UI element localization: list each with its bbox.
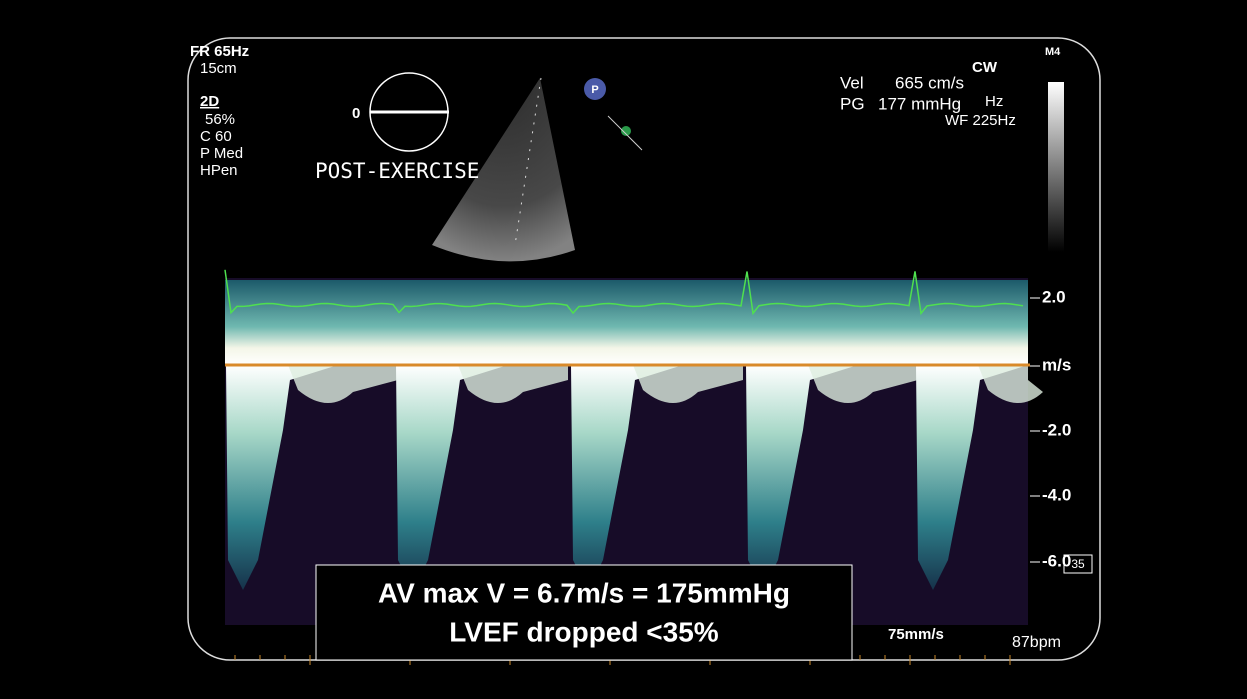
scale-label: -4.0 [1042,485,1071,504]
gain: 56% [205,111,235,128]
heart-rate: 87bpm [1012,634,1061,651]
systolic-envelope [746,365,858,590]
depth: 15cm [200,60,237,77]
scan-line [514,77,542,246]
systolic-envelope [226,365,338,590]
diastolic-flow [978,365,1043,404]
power: P Med [200,145,243,162]
pg-label: PG [840,94,865,113]
harmonics: HPen [200,162,238,179]
probe: M4 [1045,46,1061,58]
mode: 2D [200,93,219,110]
sector-image [432,78,575,262]
pg-value: 177 mmHg [878,94,961,113]
systolic-envelope [571,365,683,590]
frame-rate: FR 65Hz [190,43,249,60]
systolic-envelope [916,365,1028,590]
sector-label: POST-EXERCISE [315,159,479,183]
compression: C 60 [200,128,232,145]
forward-flow [225,280,1028,365]
vel-label: Vel [840,73,864,92]
scale-box [1063,554,1093,574]
scale-box-label: 35 [1071,557,1085,571]
ecg-trace [224,269,1024,316]
marker-letter: P [591,84,598,96]
caption-box [315,564,853,661]
angle: 0 [352,105,360,122]
diastolic-flow [458,365,568,404]
diastolic-flow [633,365,743,404]
vel-value: 665 cm/s [895,73,964,92]
scale-label: -2.0 [1042,420,1071,439]
systolic-envelope [396,365,508,590]
probe-line [607,115,643,151]
caption-line-2: LVEF dropped <35% [449,616,719,647]
probe-icon [621,126,631,136]
gray-bar [1048,82,1064,252]
diastolic-flow [288,365,398,404]
cw-label: CW [972,59,998,76]
scale-label: m/s [1042,355,1071,374]
diastolic-flow [808,365,918,404]
hz: Hz [985,93,1003,110]
scale-label: 2.0 [1042,287,1066,306]
marker-dot [584,78,606,100]
wall-filter: WF 225Hz [945,112,1016,129]
scale-label: -6.0 [1042,551,1071,570]
sweep: 75mm/s [888,626,944,643]
caption-line-1: AV max V = 6.7m/s = 175mmHg [378,577,790,608]
